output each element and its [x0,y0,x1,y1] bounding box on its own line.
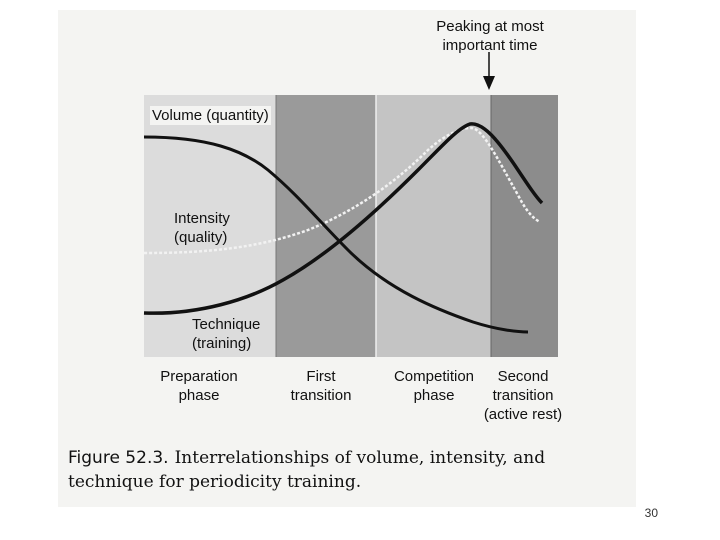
scanned-figure: Peaking at most important time Volume (q… [58,10,636,507]
figure-label: Figure 52.3. [68,448,169,468]
peak-annotation-line1: Peaking at most [436,18,544,35]
intensity-label-line2: (quality) [174,229,228,246]
technique-curve [143,122,544,315]
phase-label-first-transition: First transition [276,367,366,405]
phase-3-line3: (active rest) [483,406,563,423]
technique-label-line2: (training) [192,335,252,352]
phase-label-second-transition: Second transition (active rest) [476,367,570,424]
intensity-curve [143,126,541,255]
figure-caption: Figure 52.3. Interrelationships of volume… [68,446,633,494]
phase-3-line1: Second [497,368,549,385]
phase-0-line1: Preparation [160,368,238,385]
intensity-label: Intensity (quality) [174,209,230,247]
periodization-diagram [143,52,558,357]
technique-label-line1: Technique [192,316,261,333]
phase-2-line1: Competition [393,368,475,385]
phase-2-line2: phase [413,387,455,404]
volume-label: Volume (quantity) [150,106,271,125]
slide-number: 30 [644,506,658,520]
intensity-label-line1: Intensity [174,210,230,227]
region-competition [376,95,491,357]
peak-arrow-head [483,76,495,90]
technique-label: Technique (training) [192,315,260,353]
caption-text: Interrelationships of volume, intensity,… [68,448,546,492]
phase-3-line2: transition [492,387,554,404]
phase-label-competition: Competition phase [384,367,484,405]
phase-label-preparation: Preparation phase [144,367,254,405]
peak-annotation: Peaking at most important time [420,17,560,55]
phase-1-line2: transition [290,387,352,404]
phase-0-line2: phase [178,387,220,404]
region-second-transition [491,95,558,357]
phase-1-line1: First [306,368,336,385]
peak-annotation-line2: important time [442,37,538,54]
volume-curve [143,135,529,334]
